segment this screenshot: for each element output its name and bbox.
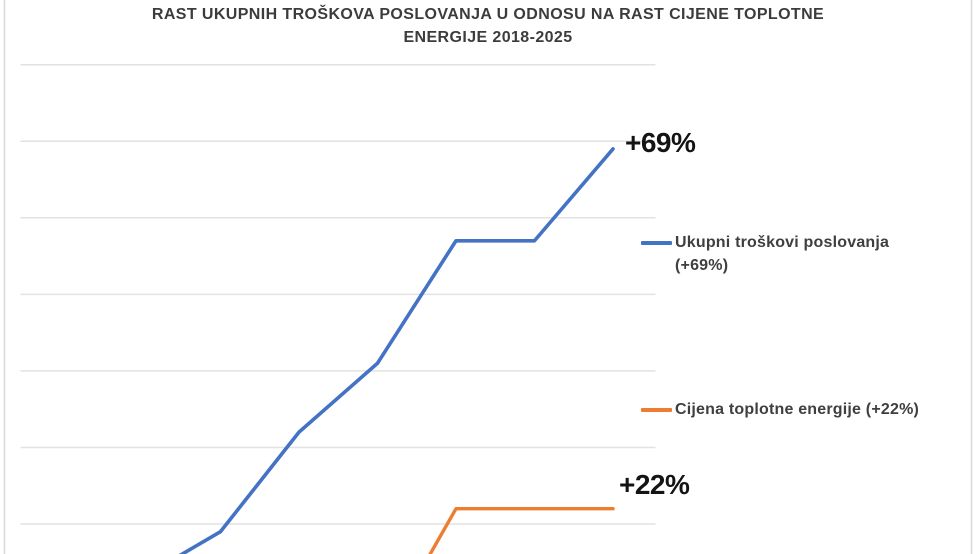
chart-title: RAST UKUPNIH TROŠKOVA POSLOVANJA U ODNOS… <box>2 3 974 49</box>
legend-label-ukupni-troskovi: Ukupni troškovi poslovanja (+69%) <box>675 234 890 274</box>
legend-label-cijena-energije: Cijena toplotne energije (+22%) <box>675 401 920 418</box>
chart-title-line-1: RAST UKUPNIH TROŠKOVA POSLOVANJA U ODNOS… <box>151 6 825 23</box>
series-line-ukupni-troskovi-poslovanja <box>178 147 615 554</box>
legend-item-ukupni-troskovi: Ukupni troškovi poslovanja (+69%) <box>641 231 927 277</box>
annotation-blue-end-value: +69% <box>625 127 696 158</box>
legend-swatch-blue-line <box>641 241 672 245</box>
annotation-orange-end-value: +22% <box>619 469 690 500</box>
legend-item-cijena-energije: Cijena toplotne energije (+22%) <box>641 398 980 421</box>
chart-title-line-2: ENERGIJE 2018-2025 <box>403 29 573 46</box>
series-line-cijena-toplotne-energije <box>428 506 615 554</box>
gridlines-group <box>20 63 656 525</box>
legend-swatch-orange-line <box>641 408 672 412</box>
